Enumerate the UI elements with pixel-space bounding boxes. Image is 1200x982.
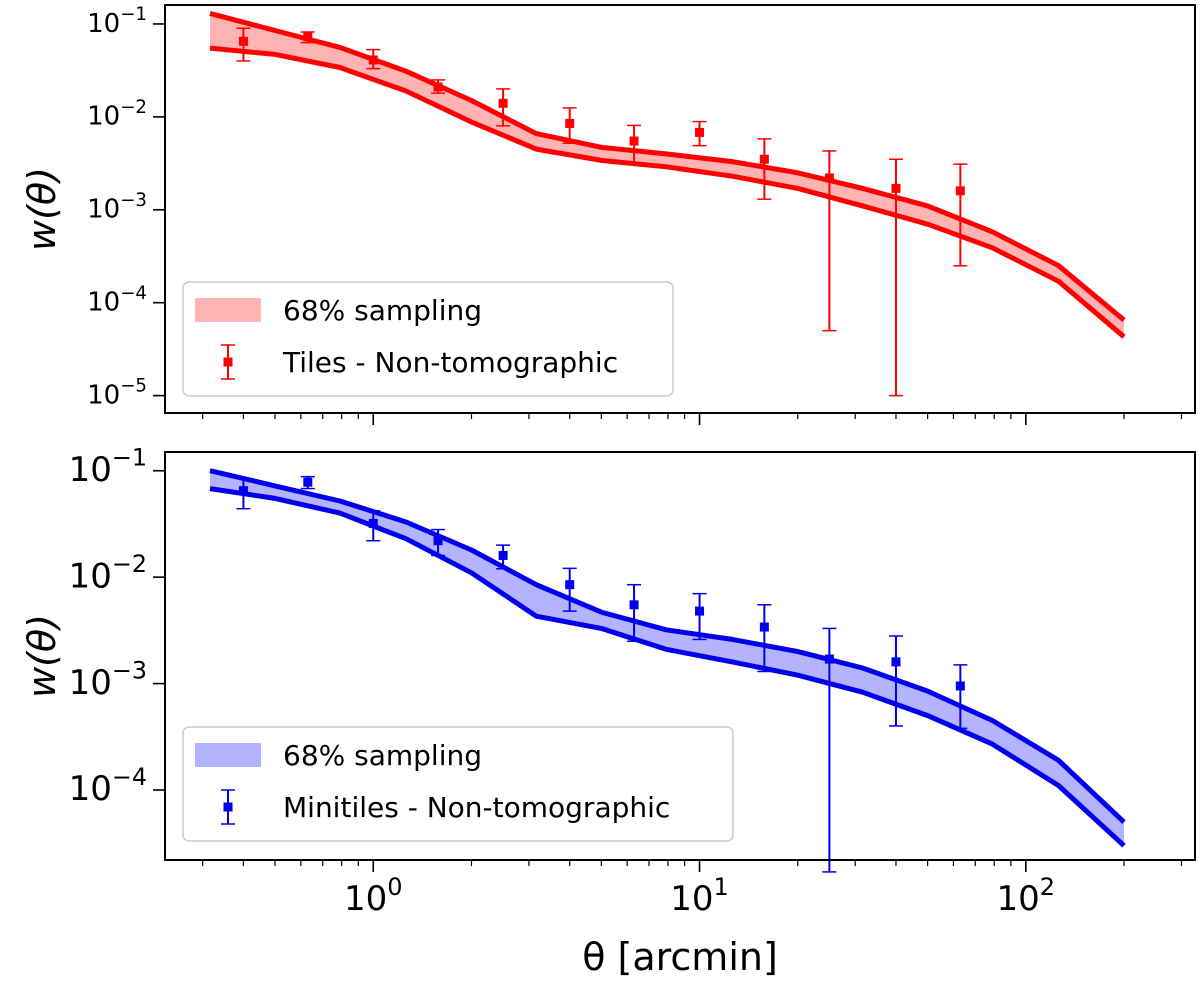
legend-band-swatch — [195, 298, 261, 322]
legend-band-swatch — [195, 743, 261, 767]
x-tick-label: 102 — [997, 873, 1056, 919]
data-point — [562, 567, 577, 612]
data-point — [757, 604, 772, 673]
legend: 68% sampling Minitiles - Non-tomographic — [182, 726, 734, 842]
y-axis-label: w(θ) — [20, 614, 64, 698]
data-point — [366, 48, 381, 70]
data-point — [953, 664, 968, 730]
panel-bottom: 10−1 10−2 10−3 10−4 100 101 102 w(θ) θ [arcmin] 6… — [20, 444, 1196, 979]
band-upper-line — [209, 10, 1126, 323]
y-tick-label: 10−3 — [69, 656, 147, 702]
data-point — [692, 120, 707, 147]
data-marker — [629, 600, 639, 610]
data-marker — [238, 36, 248, 46]
y-axis-label: w(θ) — [20, 167, 64, 251]
data-marker — [498, 550, 508, 560]
plot-frame — [164, 451, 1196, 861]
data-marker — [695, 127, 705, 137]
legend-points-label: Minitiles - Non-tomographic — [283, 791, 670, 824]
sampling-band — [210, 13, 1124, 337]
data-marker — [759, 154, 769, 164]
data-point — [562, 107, 577, 145]
data-point — [236, 477, 251, 510]
data-point — [627, 583, 642, 642]
data-point — [496, 544, 511, 570]
band-lower-line — [209, 45, 1126, 339]
data-point — [757, 138, 772, 200]
y-tick-label: 10−2 — [87, 97, 147, 132]
data-marker — [695, 606, 705, 616]
data-point — [431, 79, 446, 94]
data-point — [953, 163, 968, 267]
data-marker — [891, 183, 901, 193]
data-point — [822, 627, 837, 873]
x-axis-label: θ [arcmin] — [582, 935, 778, 979]
data-marker — [498, 98, 508, 108]
band-upper-line — [209, 468, 1126, 824]
data-point — [236, 27, 251, 62]
y-tick-label: 10−2 — [69, 550, 147, 596]
data-marker — [303, 477, 313, 487]
data-point — [366, 510, 381, 542]
data-point — [300, 475, 315, 490]
data-point — [888, 158, 903, 397]
data-point — [888, 635, 903, 727]
plot-frame — [164, 4, 1196, 414]
data-marker — [303, 32, 313, 42]
data-point — [431, 528, 446, 557]
panel-top: 10−1 10−2 10−3 10−4 10−5 w(θ) 68% sampling Tile… — [20, 4, 1196, 425]
y-tick-label: 10−4 — [69, 763, 147, 809]
legend-band-label: 68% sampling — [283, 294, 482, 327]
legend: 68% sampling Tiles - Non-tomographic — [182, 281, 674, 397]
data-marker — [955, 186, 965, 196]
data-marker — [565, 580, 575, 590]
x-tick-label: 101 — [670, 873, 729, 919]
data-point — [822, 150, 837, 332]
band-lower-line — [209, 486, 1126, 848]
data-marker — [238, 486, 248, 496]
data-marker — [565, 118, 575, 128]
legend-box — [182, 281, 674, 397]
data-marker — [433, 536, 443, 546]
data-marker — [368, 518, 378, 528]
y-tick-label: 10−1 — [69, 444, 147, 490]
legend-box — [182, 726, 734, 842]
data-marker — [759, 622, 769, 632]
data-point — [692, 592, 707, 641]
data-marker — [629, 136, 639, 146]
legend-points-label: Tiles - Non-tomographic — [282, 346, 618, 379]
y-tick-label: 10−3 — [87, 190, 147, 225]
data-point — [300, 31, 315, 44]
legend-band-label: 68% sampling — [283, 739, 482, 772]
x-tick-label: 100 — [344, 873, 403, 919]
y-tick-label: 10−1 — [87, 4, 147, 39]
data-marker — [368, 55, 378, 65]
legend-marker — [223, 357, 233, 367]
data-marker — [955, 681, 965, 691]
data-marker — [891, 657, 901, 667]
data-point — [627, 124, 642, 165]
legend-marker — [223, 802, 233, 812]
data-point — [496, 88, 511, 127]
data-marker — [824, 173, 834, 183]
y-tick-label: 10−5 — [87, 376, 147, 411]
data-marker — [433, 82, 443, 92]
y-tick-label: 10−4 — [87, 283, 147, 318]
data-marker — [824, 654, 834, 664]
